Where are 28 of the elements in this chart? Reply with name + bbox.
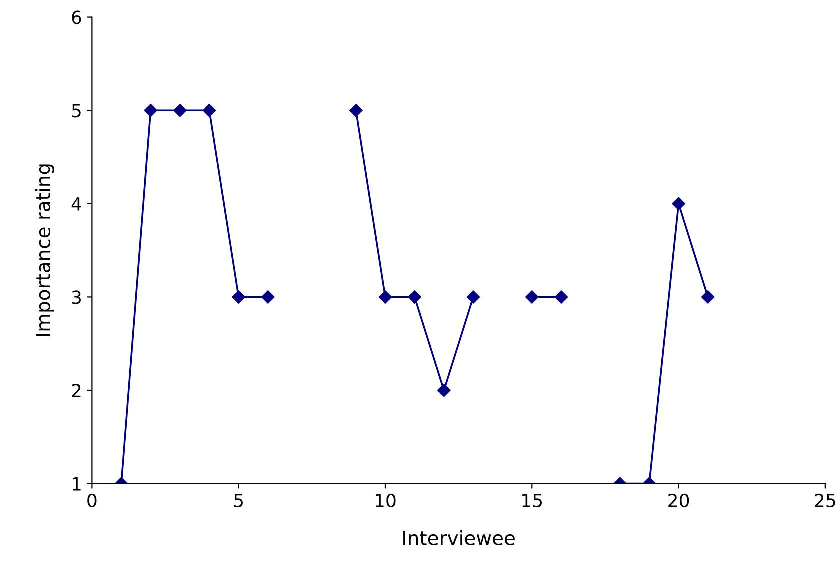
y-tick-label: 5 xyxy=(72,104,81,118)
x-tick-label: 25 xyxy=(815,494,836,508)
point xyxy=(232,290,246,304)
point xyxy=(144,104,158,118)
point xyxy=(202,104,216,118)
point xyxy=(378,290,392,304)
point xyxy=(554,290,568,304)
point xyxy=(174,104,187,118)
x-tick-label: 0 xyxy=(88,494,97,508)
point xyxy=(672,197,686,210)
y-tick-label: 1 xyxy=(72,478,81,491)
point xyxy=(262,290,275,304)
point xyxy=(350,104,363,118)
point xyxy=(702,290,715,304)
x-tick-label: 15 xyxy=(522,494,542,508)
x-axis-title: Interviewee xyxy=(404,530,515,546)
point xyxy=(466,290,480,304)
x-tick-label: 5 xyxy=(234,494,243,508)
x-tick-label: 20 xyxy=(668,494,690,508)
x-tick-label: 10 xyxy=(376,494,396,508)
point xyxy=(438,384,451,398)
point xyxy=(526,290,539,304)
y-axis-title: Importance rating xyxy=(35,164,54,336)
y-tick-label: 2 xyxy=(72,384,81,398)
y-tick-label: 3 xyxy=(72,290,82,304)
y-tick-label: 4 xyxy=(72,198,82,211)
y-tick-label: 6 xyxy=(72,10,82,24)
point xyxy=(408,290,422,304)
